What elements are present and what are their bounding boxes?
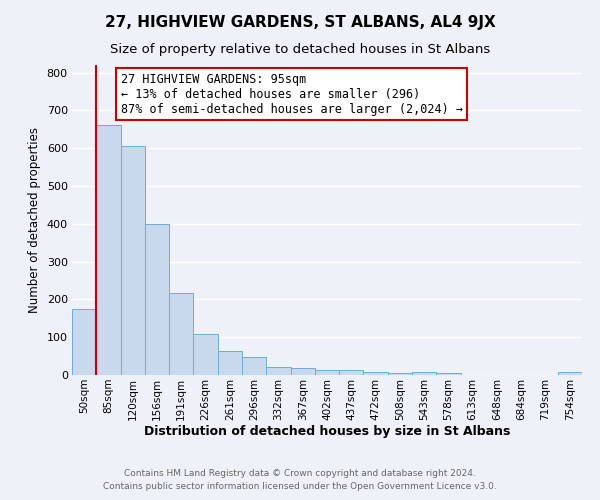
Text: Contains HM Land Registry data © Crown copyright and database right 2024.: Contains HM Land Registry data © Crown c… [124,468,476,477]
Bar [436,373,461,375]
Bar [121,146,145,375]
Text: 27 HIGHVIEW GARDENS: 95sqm
← 13% of detached houses are smaller (296)
87% of sem: 27 HIGHVIEW GARDENS: 95sqm ← 13% of deta… [121,72,463,116]
X-axis label: Distribution of detached houses by size in St Albans: Distribution of detached houses by size … [144,426,510,438]
Bar [193,334,218,375]
Bar [339,370,364,375]
Bar [290,368,315,375]
Bar [145,224,169,375]
Text: Contains public sector information licensed under the Open Government Licence v3: Contains public sector information licen… [103,482,497,491]
Bar [169,292,193,375]
Bar [72,309,96,375]
Bar [218,351,242,375]
Bar [242,357,266,375]
Text: Size of property relative to detached houses in St Albans: Size of property relative to detached ho… [110,42,490,56]
Bar [266,368,290,375]
Bar [364,372,388,375]
Y-axis label: Number of detached properties: Number of detached properties [28,127,41,313]
Bar [558,372,582,375]
Bar [315,370,339,375]
Bar [388,372,412,375]
Bar [412,372,436,375]
Bar [96,126,121,375]
Text: 27, HIGHVIEW GARDENS, ST ALBANS, AL4 9JX: 27, HIGHVIEW GARDENS, ST ALBANS, AL4 9JX [104,15,496,30]
